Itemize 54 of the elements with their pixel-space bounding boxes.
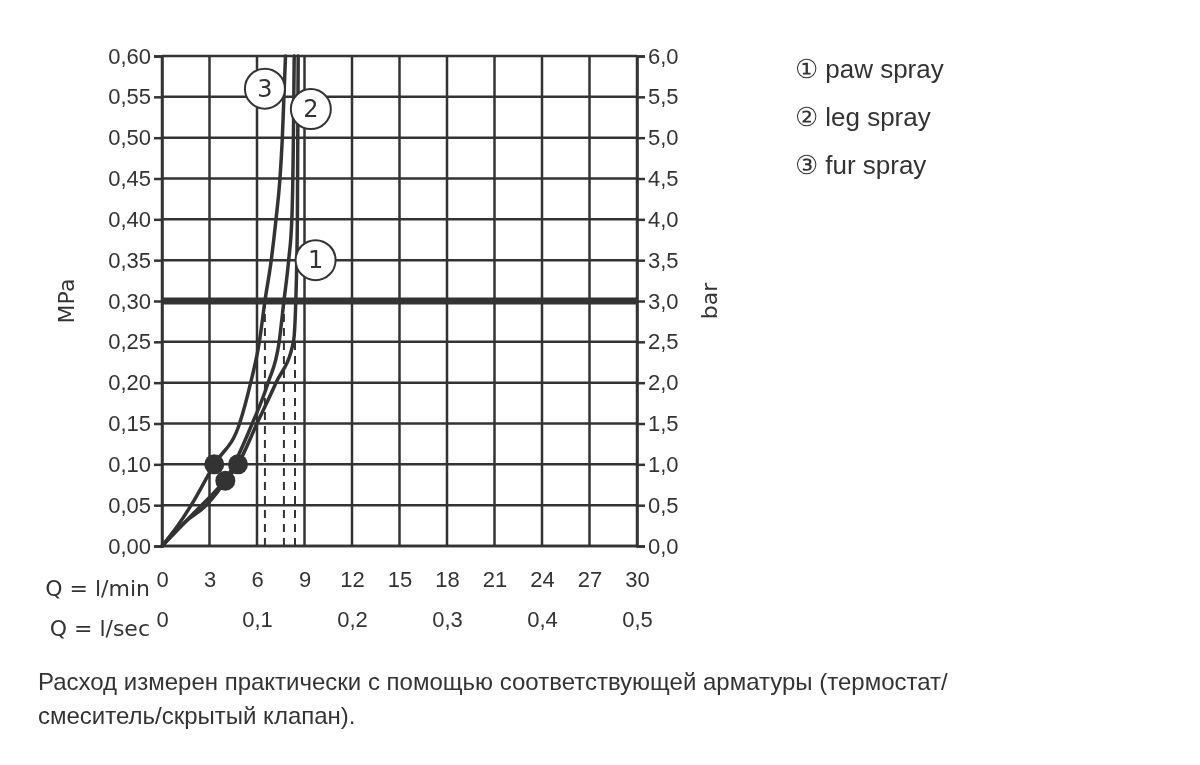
y-tick-label: 0,20	[108, 370, 151, 396]
y2-tick-label: 4,5	[648, 166, 679, 192]
text: Расход измерен практически с помощью соответствующей арматуры (термостат/ смеситель/скрытый клапан).	[38, 668, 949, 729]
y-axis-title: MPa	[54, 278, 79, 324]
annotation: 2	[303, 95, 319, 124]
y-tick-label: 0,15	[108, 411, 151, 437]
y2-axis-title: bar	[697, 281, 722, 320]
y-tick-label: 0,10	[108, 451, 151, 477]
y2-tick-label: 2,5	[648, 329, 679, 355]
x2-tick-label: 0,4	[527, 606, 558, 632]
y2-tick-label: 1,0	[648, 451, 679, 477]
x-tick-label: 15	[387, 566, 413, 592]
text: ② leg spray	[795, 102, 931, 132]
y-tick-label: 0,25	[108, 329, 151, 355]
y2-tick-label: 1,5	[648, 411, 679, 437]
x2-tick-label: 0	[156, 606, 169, 632]
y2-tick-label: 5,0	[648, 125, 679, 151]
text: ③ fur spray	[795, 150, 927, 180]
annotation: 1	[307, 246, 324, 275]
y2-tick-label: 2,0	[648, 370, 679, 396]
x-tick-label: 3	[203, 566, 217, 592]
y2-tick-label: 3,5	[648, 247, 679, 273]
y2-tick-label: 5,5	[648, 84, 679, 110]
x-tick-label: 18	[435, 566, 460, 592]
x-tick-label: 21	[482, 566, 508, 592]
x2-tick-label: 0,5	[622, 606, 653, 632]
y-tick-label: 0,55	[108, 84, 151, 110]
y-tick-label: 0,30	[108, 288, 151, 314]
x2-tick-label: 0,1	[242, 606, 273, 632]
y2-tick-label: 4,0	[648, 206, 679, 232]
x-tick-label: 0	[156, 566, 169, 592]
y2-tick-label: 6,0	[648, 43, 679, 69]
x-tick-label: 12	[340, 566, 365, 592]
annotation: 3	[257, 74, 273, 103]
x-tick-label: 9	[298, 566, 312, 592]
x2-tick-label: 0,3	[432, 606, 463, 632]
y-tick-label: 0,05	[108, 492, 151, 518]
y2-tick-label: 3,0	[648, 288, 679, 314]
x-tick-label: 27	[577, 566, 603, 592]
y-tick-label: 0,45	[108, 166, 151, 192]
x-axis-title: Q = l/min	[45, 576, 150, 601]
y2-tick-label: 0,5	[648, 492, 679, 518]
x-tick-label: 24	[530, 566, 555, 592]
text: ① paw spray	[795, 54, 944, 84]
y-tick-label: 0,50	[108, 125, 151, 151]
y-tick-label: 0,00	[108, 533, 151, 559]
y-tick-label: 0,40	[108, 206, 151, 232]
x2-tick-label: 0,2	[337, 606, 368, 632]
y-tick-label: 0,35	[108, 247, 151, 273]
x-tick-label: 30	[625, 566, 650, 592]
x-tick-label: 6	[251, 566, 264, 592]
y2-tick-label: 0,0	[648, 533, 679, 559]
x2-axis-title: Q = l/sec	[49, 616, 150, 641]
y-tick-label: 0,60	[108, 43, 151, 69]
